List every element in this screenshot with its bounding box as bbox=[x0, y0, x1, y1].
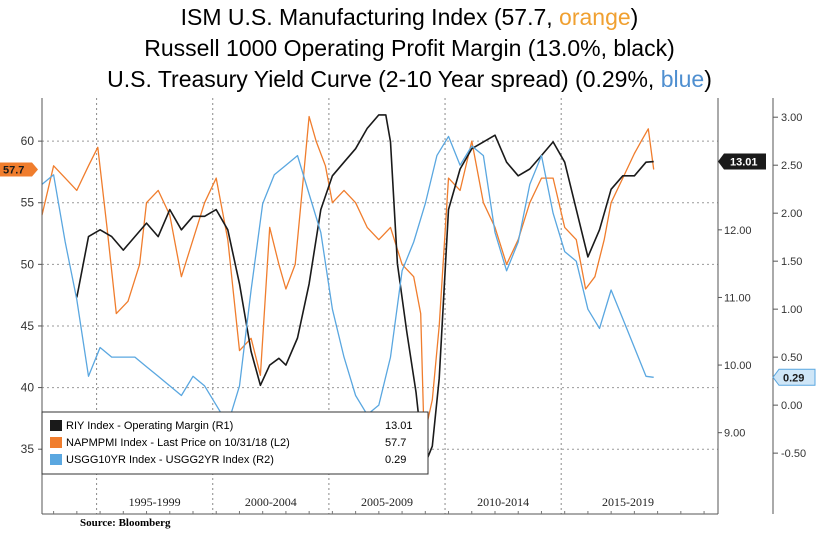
legend-label: NAPMPMI Index - Last Price on 10/31/18 (… bbox=[66, 437, 290, 449]
x-category-label: 2000-2004 bbox=[245, 495, 297, 509]
legend-swatch bbox=[50, 437, 62, 448]
last-value-tags: 57.7 13.01 0.29 bbox=[0, 153, 816, 386]
left-tick-label: 40 bbox=[21, 381, 35, 395]
series-lines bbox=[41, 114, 655, 468]
left-tick-label: 35 bbox=[21, 442, 35, 456]
left-value-tag bbox=[0, 162, 38, 177]
axes: 35 40 45 50 55 60 9.00 10.00 11.00 12.00 -0.50 0.00… bbox=[21, 98, 806, 515]
title-blue-word: blue bbox=[660, 66, 705, 92]
right-outer-value-tag-text: 0.29 bbox=[783, 372, 804, 384]
title-orange-word: orange bbox=[559, 4, 631, 30]
source-note: Source: Bloomberg bbox=[80, 517, 171, 529]
legend-value: 57.7 bbox=[385, 437, 406, 449]
right-outer-tick-label: 2.00 bbox=[781, 208, 802, 220]
left-tick-label: 45 bbox=[21, 319, 35, 333]
legend-box bbox=[41, 411, 429, 475]
x-category-label: 2015-2019 bbox=[602, 495, 654, 509]
right-inner-tick-label: 11.00 bbox=[724, 292, 751, 304]
left-tick-label: 60 bbox=[21, 134, 35, 148]
left-tick-label: 50 bbox=[21, 257, 35, 271]
title-line-2: Russell 1000 Operating Profit Margin (13… bbox=[144, 35, 675, 61]
legend-value: 0.29 bbox=[385, 454, 406, 466]
legend-label: USGG10YR Index - USGG2YR Index (R2) bbox=[66, 454, 274, 466]
title-line-1: ISM U.S. Manufacturing Index (57.7, oran… bbox=[180, 4, 639, 30]
right-inner-value-tag bbox=[718, 153, 766, 170]
x-category-label: 2010-2014 bbox=[477, 495, 529, 509]
chart-plot: 35 40 45 50 55 60 9.00 10.00 11.00 12.00 -0.50 0.00… bbox=[0, 98, 816, 515]
right-outer-tick-label: 0.00 bbox=[781, 400, 802, 412]
left-value-tag-text: 57.7 bbox=[3, 164, 24, 176]
series-line-right_outer bbox=[41, 135, 654, 425]
chart-title: ISM U.S. Manufacturing Index (57.7, oran… bbox=[0, 2, 819, 95]
right-inner-tick-label: 10.00 bbox=[724, 360, 752, 372]
right-outer-value-tag bbox=[772, 368, 816, 386]
title-line-3: U.S. Treasury Yield Curve (2-10 Year spr… bbox=[107, 66, 712, 92]
series-line-right_inner bbox=[76, 114, 654, 468]
legend-swatch bbox=[50, 420, 62, 431]
right-outer-tick-label: 3.00 bbox=[781, 112, 802, 124]
legend-swatch bbox=[50, 454, 62, 465]
right-outer-tick-label: 2.50 bbox=[781, 160, 802, 172]
right-outer-tick-label: 1.00 bbox=[781, 304, 802, 316]
right-outer-tick-label: -0.50 bbox=[781, 448, 806, 460]
legend-value: 13.01 bbox=[385, 420, 413, 432]
x-category-label: 1995-1999 bbox=[129, 495, 181, 509]
series-line-left bbox=[41, 115, 655, 438]
right-outer-tick-label: 0.50 bbox=[781, 352, 802, 364]
right-inner-tick-label: 9.00 bbox=[724, 428, 745, 440]
right-inner-value-tag-text: 13.01 bbox=[730, 157, 758, 169]
left-tick-label: 55 bbox=[21, 196, 35, 210]
legend-label: RIY Index - Operating Margin (R1) bbox=[66, 420, 233, 432]
legend: RIY Index - Operating Margin (R1) 13.01 NA… bbox=[41, 411, 429, 475]
x-category-label: 2005-2009 bbox=[361, 495, 413, 509]
right-inner-tick-label: 12.00 bbox=[724, 225, 752, 237]
right-outer-tick-label: 1.50 bbox=[781, 256, 802, 268]
